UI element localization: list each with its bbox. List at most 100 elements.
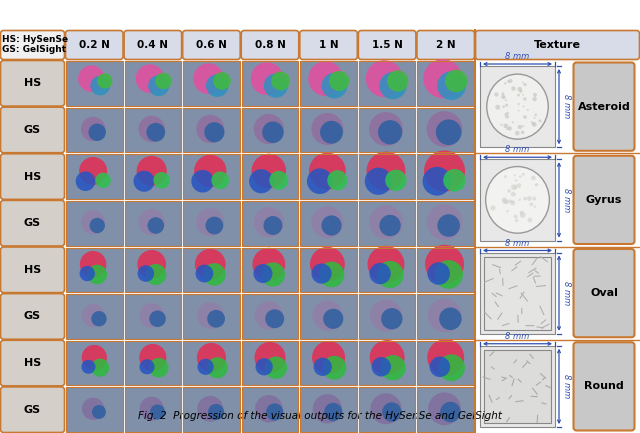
Circle shape bbox=[517, 87, 522, 91]
Circle shape bbox=[369, 263, 391, 284]
Bar bbox=[66, 154, 123, 199]
Bar bbox=[183, 108, 240, 152]
Bar bbox=[125, 294, 181, 339]
Bar bbox=[359, 388, 415, 432]
Bar bbox=[300, 61, 357, 106]
Circle shape bbox=[148, 75, 169, 96]
Circle shape bbox=[213, 72, 231, 90]
Text: GS: GS bbox=[24, 311, 41, 321]
Bar bbox=[183, 341, 240, 385]
Bar bbox=[242, 294, 298, 339]
Circle shape bbox=[504, 175, 507, 178]
Circle shape bbox=[380, 72, 406, 99]
Circle shape bbox=[311, 113, 344, 145]
Circle shape bbox=[253, 264, 273, 283]
Bar bbox=[300, 294, 357, 339]
Bar bbox=[359, 61, 415, 106]
Bar bbox=[66, 341, 123, 385]
Bar bbox=[359, 201, 415, 246]
Bar bbox=[359, 248, 415, 292]
Bar bbox=[66, 388, 123, 432]
Circle shape bbox=[211, 171, 229, 189]
Bar bbox=[66, 294, 123, 339]
Circle shape bbox=[329, 71, 349, 91]
Bar bbox=[183, 108, 240, 152]
Circle shape bbox=[504, 123, 508, 128]
Circle shape bbox=[365, 60, 403, 97]
Circle shape bbox=[197, 343, 226, 372]
Circle shape bbox=[321, 216, 342, 236]
Circle shape bbox=[529, 203, 533, 206]
Bar bbox=[183, 248, 240, 292]
Circle shape bbox=[423, 59, 462, 98]
Circle shape bbox=[494, 92, 499, 97]
Circle shape bbox=[196, 208, 225, 236]
Bar bbox=[300, 154, 357, 199]
Bar bbox=[417, 294, 474, 339]
Circle shape bbox=[154, 172, 170, 189]
Circle shape bbox=[428, 299, 461, 333]
Circle shape bbox=[324, 403, 342, 421]
Circle shape bbox=[519, 175, 522, 178]
Circle shape bbox=[512, 121, 514, 123]
Circle shape bbox=[208, 404, 224, 420]
Bar bbox=[417, 294, 474, 339]
Circle shape bbox=[505, 99, 507, 101]
Bar bbox=[125, 154, 181, 199]
FancyBboxPatch shape bbox=[124, 30, 182, 59]
Circle shape bbox=[501, 95, 505, 99]
Bar bbox=[183, 388, 240, 432]
Circle shape bbox=[495, 105, 500, 110]
Circle shape bbox=[312, 263, 332, 284]
Circle shape bbox=[150, 404, 165, 420]
Bar bbox=[300, 248, 357, 292]
Circle shape bbox=[427, 204, 463, 240]
Circle shape bbox=[264, 216, 282, 235]
Bar bbox=[417, 154, 474, 199]
Bar bbox=[300, 248, 357, 292]
Bar bbox=[242, 201, 298, 246]
Circle shape bbox=[195, 249, 226, 280]
Bar bbox=[300, 341, 357, 385]
Circle shape bbox=[206, 74, 228, 97]
Text: 8 mm: 8 mm bbox=[562, 188, 571, 212]
Circle shape bbox=[136, 156, 167, 186]
Text: Oval: Oval bbox=[590, 288, 618, 298]
Circle shape bbox=[369, 112, 403, 146]
Text: 0.6 N: 0.6 N bbox=[196, 40, 227, 50]
Bar bbox=[480, 66, 555, 147]
Circle shape bbox=[81, 117, 106, 141]
Bar bbox=[300, 341, 357, 385]
Bar bbox=[359, 248, 415, 292]
Circle shape bbox=[265, 309, 284, 328]
Circle shape bbox=[319, 262, 344, 288]
Circle shape bbox=[378, 120, 402, 145]
Circle shape bbox=[532, 123, 533, 125]
Circle shape bbox=[140, 344, 166, 371]
Bar bbox=[417, 388, 474, 432]
Circle shape bbox=[308, 61, 343, 96]
Circle shape bbox=[428, 392, 461, 425]
FancyBboxPatch shape bbox=[573, 249, 634, 337]
Circle shape bbox=[138, 116, 165, 142]
Bar bbox=[242, 341, 298, 385]
Circle shape bbox=[511, 192, 516, 197]
Bar bbox=[125, 154, 181, 199]
Bar bbox=[417, 388, 474, 432]
Circle shape bbox=[534, 206, 536, 208]
Circle shape bbox=[532, 197, 536, 200]
Circle shape bbox=[371, 393, 401, 424]
Circle shape bbox=[527, 109, 529, 111]
Bar bbox=[300, 201, 357, 246]
Circle shape bbox=[147, 123, 165, 142]
Bar bbox=[417, 108, 474, 152]
FancyBboxPatch shape bbox=[1, 387, 65, 433]
Bar bbox=[242, 61, 298, 106]
Bar bbox=[417, 201, 474, 246]
Circle shape bbox=[264, 74, 288, 98]
Circle shape bbox=[504, 113, 508, 116]
Circle shape bbox=[370, 340, 404, 375]
Circle shape bbox=[194, 155, 227, 187]
Circle shape bbox=[518, 103, 520, 105]
Bar bbox=[484, 256, 551, 330]
